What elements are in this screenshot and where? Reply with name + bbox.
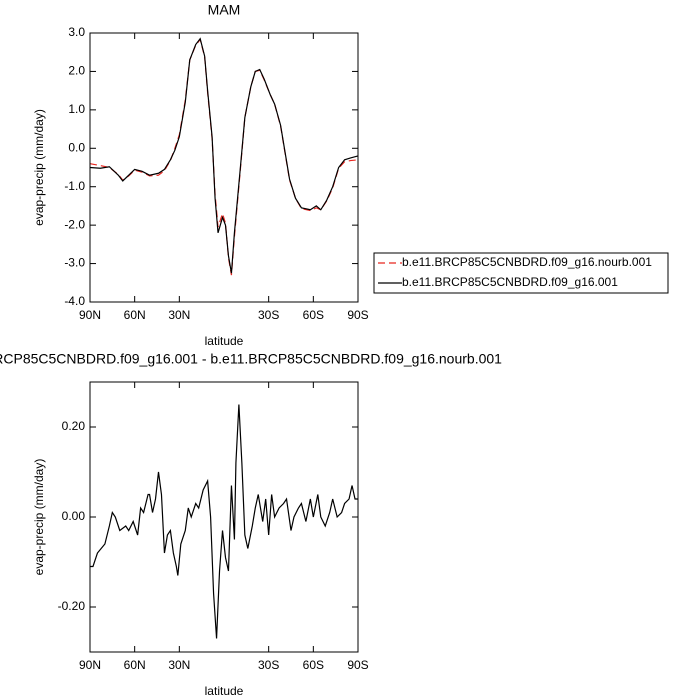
chart-title: MAM	[208, 2, 241, 18]
x-tick-label: 30S	[258, 658, 279, 672]
x-axis-label: latitude	[205, 684, 244, 698]
legend-label: b.e11.BRCP85C5CNBDRD.f09_g16.001	[402, 275, 618, 289]
y-tick-label: -2.0	[64, 217, 85, 231]
y-axis-label: evap-precip (mm/day)	[32, 109, 46, 226]
y-tick-label: -3.0	[64, 256, 85, 270]
legend-box	[373, 252, 669, 294]
y-tick-label: 0.20	[62, 419, 86, 433]
y-tick-label: -1.0	[64, 179, 85, 193]
legend-label: b.e11.BRCP85C5CNBDRD.f09_g16.nourb.001	[402, 255, 652, 269]
y-tick-label: 2.0	[68, 64, 85, 78]
x-tick-label: 30S	[258, 308, 279, 322]
x-tick-label: 60N	[124, 658, 146, 672]
data-line	[89, 38, 359, 276]
x-tick-label: 60S	[303, 658, 324, 672]
x-tick-label: 90S	[347, 658, 368, 672]
x-tick-label: 90N	[79, 308, 101, 322]
plot-frame	[89, 32, 359, 303]
x-tick-label: 30N	[168, 658, 190, 672]
y-tick-label: 1.0	[68, 102, 85, 116]
y-tick-label: -4.0	[64, 294, 85, 308]
data-line	[90, 404, 358, 639]
x-tick-label: 60N	[124, 308, 146, 322]
y-tick-label: 0.0	[68, 140, 85, 154]
y-tick-label: 3.0	[68, 25, 85, 39]
chart-title: b.e11.BRCP85C5CNBDRD.f09_g16.001 - b.e11…	[0, 351, 502, 367]
data-line	[89, 37, 359, 274]
x-tick-label: 90N	[79, 658, 101, 672]
y-axis-label: evap-precip (mm/day)	[32, 459, 46, 576]
y-tick-label: -0.20	[58, 599, 86, 613]
x-tick-label: 90S	[347, 308, 368, 322]
x-tick-label: 60S	[303, 308, 324, 322]
plot-frame	[89, 381, 359, 653]
y-tick-label: 0.00	[62, 509, 86, 523]
x-axis-label: latitude	[205, 334, 244, 348]
x-tick-label: 30N	[168, 308, 190, 322]
